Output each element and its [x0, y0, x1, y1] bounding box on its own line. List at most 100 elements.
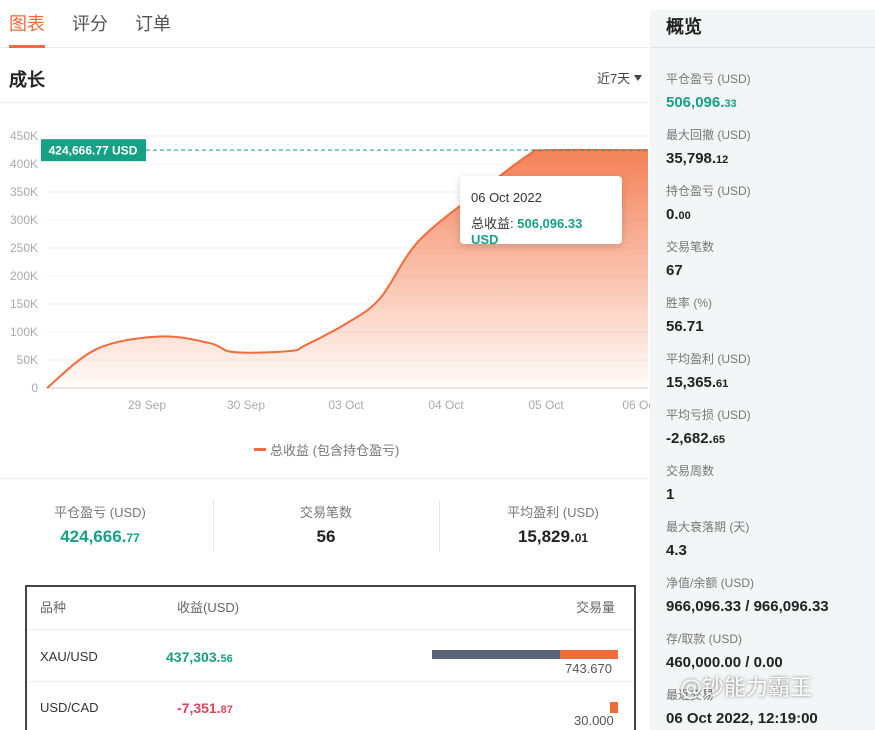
row-profit: 437,303.56	[166, 649, 233, 665]
overview-label: 存/取款 (USD)	[666, 632, 742, 646]
panel-divider	[650, 47, 875, 48]
overview-value: 1	[666, 486, 675, 503]
row-divider	[27, 681, 634, 682]
row-volume: 30.000	[574, 713, 614, 728]
overview-label: 平均盈利 (USD)	[666, 352, 751, 366]
stat-label: 平仓盈亏 (USD)	[54, 505, 146, 520]
tooltip-label: 总收益:	[471, 216, 514, 231]
growth-title: 成长	[9, 70, 45, 90]
overview-item: 平均盈利 (USD) 15,365.61	[666, 350, 866, 391]
range-label: 近7天	[597, 71, 631, 86]
overview-item: 持仓盈亏 (USD) 0.00	[666, 182, 866, 223]
overview-value: 06 Oct 2022, 12:19:00	[666, 710, 818, 727]
overview-label: 交易周数	[666, 464, 715, 478]
stat-closed-pnl: 平仓盈亏 (USD) 424,666.77	[0, 502, 200, 547]
stat-value: 15,829.01	[517, 527, 589, 546]
top-tabs: 图表 评分 订单	[0, 0, 648, 48]
overview-item: 平仓盈亏 (USD) 506,096.33	[666, 70, 866, 111]
reference-label: 424,666.77 USD	[49, 144, 138, 158]
y-tick-label: 150K	[10, 297, 38, 311]
col-header-profit: 收益(USD)	[177, 600, 240, 615]
overview-label: 最近交易	[666, 688, 715, 702]
y-tick-label: 100K	[10, 325, 38, 339]
overview-value: 15,365.61	[666, 374, 729, 391]
y-tick-label: 450K	[10, 129, 38, 143]
growth-chart: 0 50K 100K 150K 200K 250K 300K 350K 400K 450K 29 S…	[10, 129, 658, 412]
watermark-logo: @钞能力霸王	[680, 676, 813, 701]
overview-label: 最大回撤 (USD)	[666, 128, 751, 142]
overview-value: 506,096.33	[666, 94, 737, 111]
row-symbol: XAU/USD	[40, 649, 98, 664]
overview-item: 胜率 (%) 56.71	[666, 294, 866, 335]
y-tick-label: 50K	[17, 353, 38, 367]
row-profit: -7,351.87	[177, 700, 233, 716]
overview-value: 56.71	[666, 318, 704, 335]
overview-item: 最大回撤 (USD) 35,798.12	[666, 126, 866, 167]
tooltip-value: 506,096.33 USD	[471, 216, 583, 247]
overview-panel: 概览 平仓盈亏 (USD) 506,096.33 最大回撤 (USD) 35,798.…	[650, 10, 875, 730]
x-tick-label: 29 Sep	[128, 398, 166, 412]
overview-value: -2,682.65	[666, 430, 725, 447]
stat-trade-count: 交易笔数 56	[226, 502, 426, 547]
overview-value: 0.00	[666, 206, 691, 223]
overview-label: 净值/余额 (USD)	[666, 576, 754, 590]
overview-label: 平仓盈亏 (USD)	[666, 72, 751, 86]
x-tick-label: 04 Oct	[428, 398, 464, 412]
overview-value: 4.3	[666, 542, 687, 559]
row-volume: 743.670	[565, 661, 612, 676]
overview-item: 最大衰落期 (天) 4.3	[666, 518, 866, 559]
overview-item: 交易笔数 67	[666, 238, 866, 279]
row-symbol: USD/CAD	[40, 700, 99, 715]
overview-label: 平均亏损 (USD)	[666, 408, 751, 422]
overview-item: 最近交易 06 Oct 2022, 12:19:00	[666, 686, 866, 727]
range-dropdown[interactable]: 近7天	[597, 68, 643, 87]
stat-label: 交易笔数	[299, 505, 352, 520]
overview-item: 存/取款 (USD) 460,000.00 / 0.00	[666, 630, 866, 671]
chart-legend[interactable]: 总收益 (包含持仓盈亏)	[254, 440, 399, 459]
header-divider	[0, 102, 648, 103]
y-tick-label: 0	[31, 381, 38, 395]
overview-label: 最大衰落期 (天)	[666, 520, 750, 534]
reference-label-bg	[41, 139, 146, 162]
row-divider	[27, 629, 634, 630]
overview-item: 平均亏损 (USD) -2,682.65	[666, 406, 866, 447]
overview-label: 持仓盈亏 (USD)	[666, 184, 751, 198]
active-tab-indicator	[9, 45, 45, 48]
x-tick-label: 30 Sep	[227, 398, 265, 412]
overview-value: 35,798.12	[666, 150, 729, 167]
y-tick-label: 250K	[10, 241, 38, 255]
symbol-table: 品种 收益(USD) 交易量 XAU/USD 437,303.56 743.67…	[25, 585, 636, 730]
overview-item: 交易周数 1	[666, 462, 866, 503]
stat-value: 424,666.77	[60, 527, 140, 546]
volume-bar-sell	[560, 650, 618, 659]
stat-separator	[439, 500, 440, 552]
stat-label: 平均盈利 (USD)	[507, 505, 599, 520]
overview-label: 胜率 (%)	[666, 296, 712, 310]
y-tick-label: 400K	[10, 157, 38, 171]
col-header-symbol: 品种	[40, 600, 67, 615]
x-tick-label: 05 Oct	[528, 398, 564, 412]
tooltip-row: 总收益: 506,096.33 USD	[471, 213, 611, 247]
tab-chart[interactable]: 图表	[9, 14, 45, 34]
y-tick-label: 200K	[10, 269, 38, 283]
col-header-volume: 交易量	[576, 600, 616, 615]
volume-bar-sell	[610, 702, 618, 713]
x-tick-label: 03 Oct	[328, 398, 364, 412]
overview-item: 净值/余额 (USD) 966,096.33 / 966,096.33	[666, 574, 866, 615]
y-tick-label: 300K	[10, 213, 38, 227]
chart-tooltip: 06 Oct 2022 总收益: 506,096.33 USD	[460, 176, 622, 247]
overview-value: 67	[666, 262, 683, 279]
stat-avg-profit: 平均盈利 (USD) 15,829.01	[453, 502, 653, 547]
overview-value: 460,000.00 / 0.00	[666, 654, 783, 671]
stat-value: 56	[316, 527, 336, 546]
tooltip-date: 06 Oct 2022	[471, 190, 542, 205]
overview-value: 966,096.33 / 966,096.33	[666, 598, 829, 615]
overview-title: 概览	[666, 17, 702, 37]
tab-rating[interactable]: 评分	[72, 14, 108, 34]
overview-label: 交易笔数	[666, 240, 715, 254]
y-tick-label: 350K	[10, 185, 38, 199]
volume-bar-buy	[432, 650, 560, 659]
tab-orders[interactable]: 订单	[135, 14, 171, 34]
stats-divider	[0, 478, 648, 479]
x-tick-label: 06 Oct	[622, 398, 658, 412]
